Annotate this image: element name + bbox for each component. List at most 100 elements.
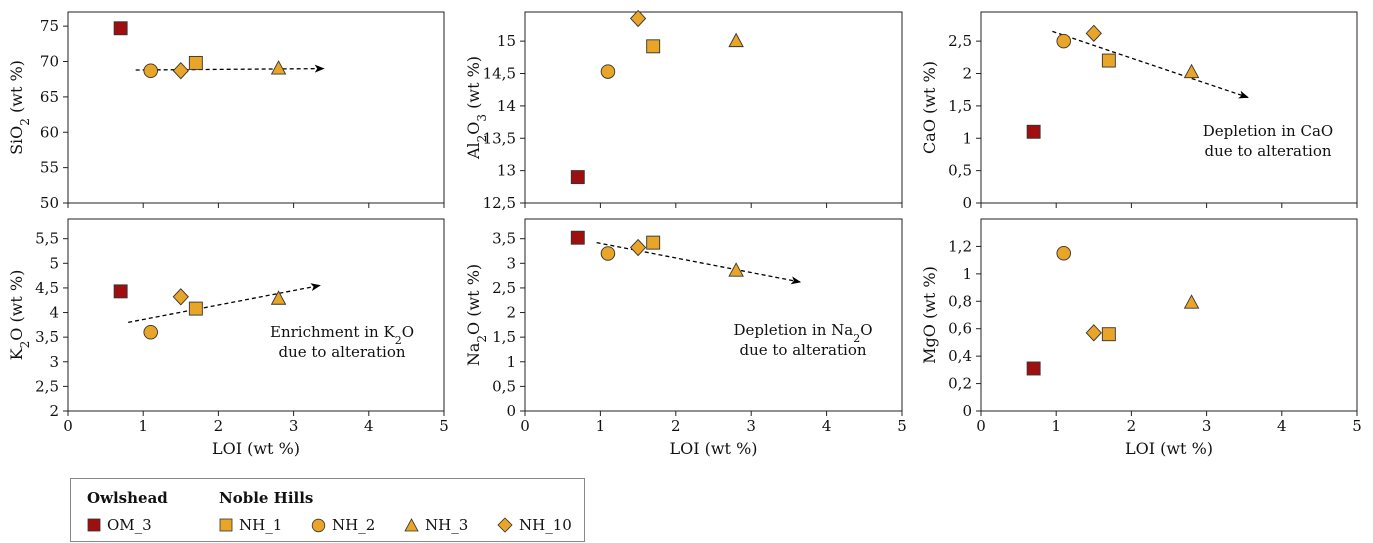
- point-nh2: [1057, 246, 1071, 260]
- y-tick-label: 60: [40, 123, 59, 141]
- x-tick-label: 4: [1277, 417, 1287, 435]
- point-nh3: [272, 61, 286, 74]
- trend-arrow: [136, 69, 324, 70]
- y-tick-label: 1: [506, 353, 516, 371]
- point-om3: [1027, 362, 1040, 375]
- y-tick-label: 0,8: [948, 292, 972, 310]
- plot-frame: [68, 12, 444, 203]
- y-axis-label: SiO2 (wt %): [7, 60, 32, 155]
- y-tick-label: 75: [40, 17, 59, 35]
- y-tick-label: 0: [506, 402, 516, 420]
- panel-sio2: 50 55 60 65 70 75 SiO2 (wt %): [7, 12, 444, 212]
- point-om3: [1027, 125, 1040, 138]
- plot-frame: [525, 219, 902, 411]
- square-marker-icon: [87, 518, 101, 532]
- point-nh10: [173, 289, 188, 305]
- y-tick-label: 1,2: [948, 237, 972, 255]
- y-axis-label: CaO (wt %): [920, 61, 939, 154]
- point-nh3: [729, 263, 743, 276]
- x-tick-label: 4: [364, 417, 374, 435]
- x-axis-label: LOI (wt %): [669, 439, 757, 458]
- point-nh1: [189, 302, 202, 315]
- legend-label: OM_3: [107, 516, 152, 534]
- x-tick-label: 2: [214, 417, 224, 435]
- point-nh10: [1086, 325, 1101, 341]
- legend-group-owlshead: Owlshead: [87, 489, 168, 507]
- y-tick-label: 2,5: [35, 377, 59, 395]
- legend-item-nh3: NH_3: [404, 515, 468, 535]
- plot-frame: [981, 219, 1357, 411]
- y-tick-label: 1,5: [492, 328, 516, 346]
- x-tick-label: 0: [520, 417, 530, 435]
- x-tick-label: 2: [671, 417, 681, 435]
- point-nh2: [144, 325, 158, 339]
- y-tick-label: 13: [497, 162, 516, 180]
- annotation-text: due to alteration: [1204, 142, 1331, 160]
- legend: Owlshead Noble Hills OM_3 NH_1 NH_2 NH_3…: [70, 478, 585, 542]
- point-nh3: [1185, 65, 1199, 78]
- point-nh1: [1102, 328, 1115, 341]
- y-tick-label: 2,5: [492, 279, 516, 297]
- x-tick-label: 2: [1127, 417, 1137, 435]
- annotation-text: due to alteration: [739, 341, 866, 359]
- point-nh3: [1185, 295, 1199, 308]
- y-tick-label: 3: [49, 353, 59, 371]
- point-nh3: [729, 34, 743, 47]
- y-tick-label: 15: [497, 32, 516, 50]
- trend-arrow: [128, 285, 320, 322]
- x-tick-label: 1: [138, 417, 148, 435]
- point-nh10: [631, 240, 646, 256]
- trend-arrow: [597, 243, 801, 282]
- legend-label: NH_10: [519, 516, 572, 534]
- y-tick-label: 0: [962, 402, 972, 420]
- y-tick-label: 1: [962, 265, 972, 283]
- plot-frame: [68, 219, 444, 411]
- point-nh10: [1086, 25, 1101, 41]
- point-nh2: [601, 65, 615, 79]
- x-tick-label: 5: [1352, 417, 1362, 435]
- x-tick-label: 5: [439, 417, 449, 435]
- legend-item-nh2: NH_2: [311, 515, 375, 535]
- point-nh2: [601, 247, 615, 261]
- point-nh2: [144, 64, 158, 78]
- y-tick-label: 3,5: [35, 328, 59, 346]
- y-tick-label: 3: [506, 254, 516, 272]
- point-nh10: [173, 63, 188, 79]
- legend-item-nh1: NH_1: [219, 515, 282, 535]
- y-tick-label: 0: [962, 194, 972, 212]
- panel-cao: 0 0,5 1 1,5 2 2,5 CaO (wt %) Depletion in CaO du…: [920, 12, 1357, 212]
- point-nh1: [647, 40, 660, 53]
- x-tick-label: 0: [976, 417, 986, 435]
- annotation-text: Depletion in CaO: [1203, 122, 1333, 140]
- triangle-marker-icon: [404, 518, 419, 532]
- point-nh1: [1102, 54, 1115, 67]
- x-tick-label: 1: [1051, 417, 1061, 435]
- legend-item-om3: OM_3: [87, 515, 152, 535]
- y-tick-label: 4: [49, 304, 59, 322]
- legend-label: NH_1: [239, 516, 282, 534]
- legend-item-nh10: NH_10: [497, 515, 572, 535]
- y-tick-label: 0,6: [948, 320, 972, 338]
- y-axis-label: K2O (wt %): [7, 270, 32, 361]
- point-nh3: [272, 291, 286, 304]
- square-marker-icon: [219, 518, 233, 532]
- point-nh10: [631, 10, 646, 26]
- x-axis-label: LOI (wt %): [1125, 439, 1213, 458]
- panel-k2o: 2 2,5 3 3,5 4 4,5 5 5,5 0 1 2 3 4 5 LOI (wt %) K2O (wt …: [7, 219, 449, 458]
- circle-marker-icon: [311, 518, 326, 533]
- y-tick-label: 14,5: [483, 65, 516, 83]
- y-axis-label: Na2O (wt %): [464, 264, 489, 366]
- plot-frame: [981, 12, 1357, 203]
- y-tick-label: 2: [506, 304, 516, 322]
- y-tick-label: 1: [962, 129, 972, 147]
- y-tick-label: 50: [40, 194, 59, 212]
- legend-group-noble-hills: Noble Hills: [219, 489, 313, 507]
- y-tick-label: 14: [497, 97, 516, 115]
- x-tick-label: 4: [822, 417, 832, 435]
- x-tick-label: 5: [897, 417, 907, 435]
- x-tick-label: 0: [63, 417, 73, 435]
- panel-na2o: 0 0,5 1 1,5 2 2,5 3 3,5 0 1 2 3 4 5 LOI (wt %) Na2O (wt…: [464, 219, 907, 458]
- y-tick-label: 1,5: [948, 97, 972, 115]
- y-tick-label: 0,5: [948, 162, 972, 180]
- x-axis-label: LOI (wt %): [212, 439, 300, 458]
